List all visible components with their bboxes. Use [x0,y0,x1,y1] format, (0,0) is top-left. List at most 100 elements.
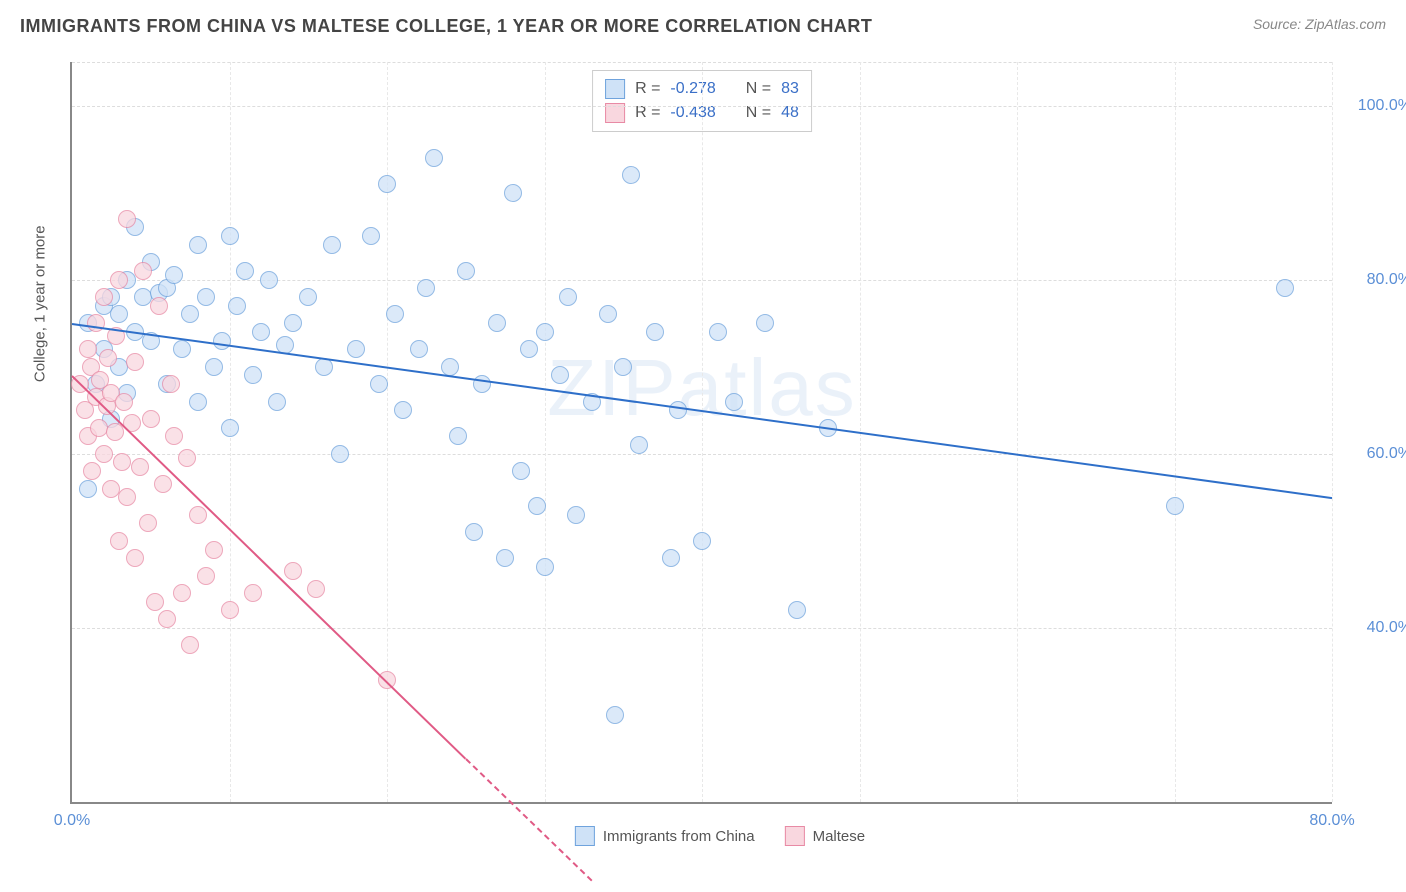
data-point [205,541,223,559]
data-point [205,358,223,376]
source-attribution: Source: ZipAtlas.com [1253,16,1386,32]
data-point [331,445,349,463]
data-point [756,314,774,332]
data-point [252,323,270,341]
data-point [693,532,711,550]
data-point [536,323,554,341]
data-point [606,706,624,724]
data-point [83,462,101,480]
data-point [528,497,546,515]
data-point [520,340,538,358]
data-point [79,480,97,498]
data-point [1276,279,1294,297]
data-point [189,393,207,411]
data-point [79,340,97,358]
data-point [788,601,806,619]
r-value: -0.438 [670,104,715,122]
data-point [284,314,302,332]
data-point [386,305,404,323]
data-point [496,549,514,567]
gridline-v [1332,62,1333,802]
data-point [113,453,131,471]
x-tick-label: 0.0% [54,812,90,830]
data-point [1166,497,1184,515]
data-point [118,210,136,228]
trend-line [465,759,592,882]
data-point [614,358,632,376]
data-point [126,353,144,371]
data-point [378,175,396,193]
data-point [709,323,727,341]
trend-line [71,376,466,760]
data-point [134,262,152,280]
source-label: Source: [1253,16,1305,32]
data-point [417,279,435,297]
legend-series-item: Maltese [785,826,866,846]
data-point [189,506,207,524]
data-point [95,288,113,306]
n-value: 83 [781,80,799,98]
data-point [551,366,569,384]
data-point [488,314,506,332]
data-point [307,580,325,598]
r-label: R = [635,80,660,98]
data-point [669,401,687,419]
data-point [110,271,128,289]
data-point [181,636,199,654]
data-point [154,475,172,493]
data-point [260,271,278,289]
data-point [162,375,180,393]
legend-series-item: Immigrants from China [575,826,755,846]
data-point [370,375,388,393]
legend-series-label: Immigrants from China [603,828,755,845]
source-name: ZipAtlas.com [1305,16,1386,32]
data-point [139,514,157,532]
y-tick-label: 40.0% [1342,619,1406,637]
n-label: N = [746,104,771,122]
y-tick-label: 80.0% [1342,271,1406,289]
data-point [299,288,317,306]
data-point [725,393,743,411]
gridline-v [545,62,546,802]
data-point [118,488,136,506]
data-point [244,366,262,384]
data-point [173,340,191,358]
gridline-v [1017,62,1018,802]
chart-container: College, 1 year or more ZIPatlas R = -0.… [50,52,1390,852]
data-point [150,297,168,315]
legend-swatch [605,79,625,99]
data-point [425,149,443,167]
n-value: 48 [781,104,799,122]
gridline-v [1175,62,1176,802]
x-tick-label: 80.0% [1309,812,1354,830]
data-point [457,262,475,280]
data-point [221,601,239,619]
data-point [323,236,341,254]
data-point [221,419,239,437]
series-legend: Immigrants from China Maltese [575,826,865,846]
data-point [504,184,522,202]
data-point [362,227,380,245]
data-point [165,427,183,445]
data-point [173,584,191,602]
data-point [410,340,428,358]
data-point [110,532,128,550]
data-point [567,506,585,524]
data-point [99,349,117,367]
data-point [512,462,530,480]
data-point [599,305,617,323]
r-label: R = [635,104,660,122]
data-point [131,458,149,476]
data-point [394,401,412,419]
data-point [559,288,577,306]
data-point [268,393,286,411]
data-point [178,449,196,467]
data-point [221,227,239,245]
data-point [228,297,246,315]
y-axis-label: College, 1 year or more [32,225,49,382]
y-tick-label: 60.0% [1342,445,1406,463]
gridline-v [387,62,388,802]
n-label: N = [746,80,771,98]
data-point [197,288,215,306]
data-point [165,266,183,284]
